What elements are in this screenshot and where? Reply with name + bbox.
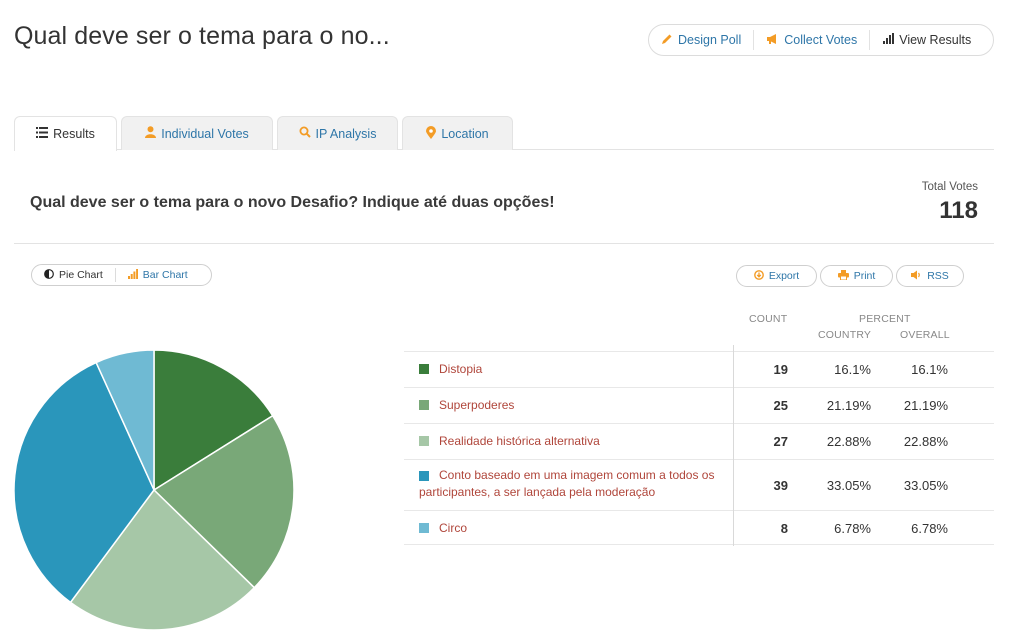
results-table: Distopia 19 16.1% 16.1% Superpoderes 25 21.19%… — [404, 351, 994, 545]
percent-overall: 6.78% — [911, 520, 948, 536]
download-icon — [753, 269, 764, 283]
legend-swatch — [419, 364, 429, 374]
percent-country: 16.1% — [834, 362, 871, 377]
pie-slice-4[interactable] — [13, 361, 155, 604]
tab-results[interactable]: Results — [14, 116, 117, 151]
pie-chart — [13, 349, 295, 631]
option-label[interactable]: Conto baseado em uma imagem comum a todo… — [419, 468, 715, 499]
rss-button[interactable]: RSS — [896, 265, 964, 287]
search-icon — [299, 126, 311, 141]
tab-location-label: Location — [441, 126, 489, 141]
tab-location[interactable]: Location — [402, 116, 513, 150]
legend-swatch — [419, 436, 429, 446]
legend-swatch — [419, 471, 429, 481]
page-title: Qual deve ser o tema para o no... — [14, 22, 390, 50]
results-tabs: Results Individual Votes IP Analysis Loc… — [14, 116, 994, 151]
print-label: Print — [853, 270, 876, 282]
pie-slice-2[interactable] — [152, 414, 295, 589]
export-label: Export — [768, 270, 800, 282]
half-circle-icon — [44, 268, 54, 282]
print-button[interactable]: Print — [820, 265, 893, 287]
tab-individual-votes[interactable]: Individual Votes — [121, 116, 273, 150]
printer-icon — [837, 269, 849, 283]
tab-ip-analysis-label: IP Analysis — [315, 126, 377, 141]
table-row: Realidade histórica alternativa 27 22.88% 2… — [404, 423, 994, 459]
bar-chart-toggle[interactable]: Bar Chart — [114, 268, 200, 282]
bar-chart-label: Bar Chart — [142, 269, 188, 281]
pie-chart-toggle[interactable]: Pie Chart — [32, 265, 115, 285]
option-label[interactable]: Realidade histórica alternativa — [439, 434, 600, 448]
percent-overall: 22.88% — [903, 434, 948, 449]
pie-slice-5[interactable] — [95, 349, 155, 491]
bar-chart-icon — [882, 32, 895, 48]
percent-overall: 16.1% — [911, 362, 948, 377]
tab-individual-votes-label: Individual Votes — [161, 126, 249, 141]
tab-ip-analysis[interactable]: IP Analysis — [277, 116, 398, 150]
megaphone-icon — [766, 33, 779, 48]
total-votes-value: 118 — [939, 197, 978, 224]
view-results-button[interactable]: View Results — [869, 30, 983, 50]
percent-overall: 33.05% — [903, 477, 948, 493]
percent-header: PERCENT — [859, 313, 911, 325]
country-header: COUNTRY — [818, 329, 872, 341]
pie-slice-1[interactable] — [153, 349, 274, 492]
vote-count: 19 — [773, 362, 788, 377]
table-row: Conto baseado em uma imagem comum a todo… — [404, 459, 994, 510]
design-poll-button[interactable]: Design Poll — [649, 25, 753, 55]
user-icon — [145, 126, 157, 141]
collect-votes-button[interactable]: Collect Votes — [753, 30, 869, 50]
total-votes-label: Total Votes — [921, 181, 978, 193]
option-label[interactable]: Circo — [439, 520, 468, 535]
rss-label: RSS — [927, 270, 949, 282]
vote-count: 39 — [773, 477, 788, 493]
option-label[interactable]: Superpoderes — [439, 398, 515, 412]
pie-chart-label: Pie Chart — [59, 269, 103, 281]
collect-votes-label: Collect Votes — [784, 33, 858, 47]
list-icon — [36, 127, 49, 141]
vote-count: 25 — [773, 398, 788, 413]
option-label[interactable]: Distopia — [439, 362, 483, 376]
vote-count: 27 — [773, 434, 788, 449]
tab-results-label: Results — [53, 127, 95, 141]
bar-chart-icon — [127, 268, 138, 282]
percent-country: 22.88% — [826, 434, 871, 449]
table-row: Superpoderes 25 21.19% 21.19% — [404, 387, 994, 423]
table-column-divider — [733, 345, 734, 546]
vote-count: 8 — [780, 520, 788, 536]
pencil-icon — [661, 33, 673, 48]
percent-overall: 21.19% — [903, 398, 948, 413]
overall-header: OVERALL — [900, 329, 950, 341]
percent-country: 6.78% — [834, 520, 871, 536]
speaker-icon — [911, 270, 922, 283]
percent-country: 33.05% — [826, 477, 871, 493]
poll-question: Qual deve ser o tema para o novo Desafio… — [30, 194, 555, 211]
view-results-label: View Results — [899, 33, 972, 47]
chart-type-toggle: Pie Chart Bar Chart — [31, 264, 212, 286]
section-divider — [14, 243, 994, 244]
top-action-bar: Design Poll Collect Votes View Results — [648, 24, 994, 56]
percent-country: 21.19% — [826, 398, 871, 413]
map-pin-icon — [426, 125, 437, 142]
pie-slice-3[interactable] — [69, 488, 256, 631]
table-row: Distopia 19 16.1% 16.1% — [404, 351, 994, 387]
legend-swatch — [419, 522, 429, 533]
legend-swatch — [419, 400, 429, 410]
export-button[interactable]: Export — [736, 265, 817, 287]
count-header: COUNT — [749, 313, 788, 325]
table-row: Circo 8 6.78% 6.78% — [404, 510, 994, 545]
design-poll-label: Design Poll — [678, 33, 742, 47]
